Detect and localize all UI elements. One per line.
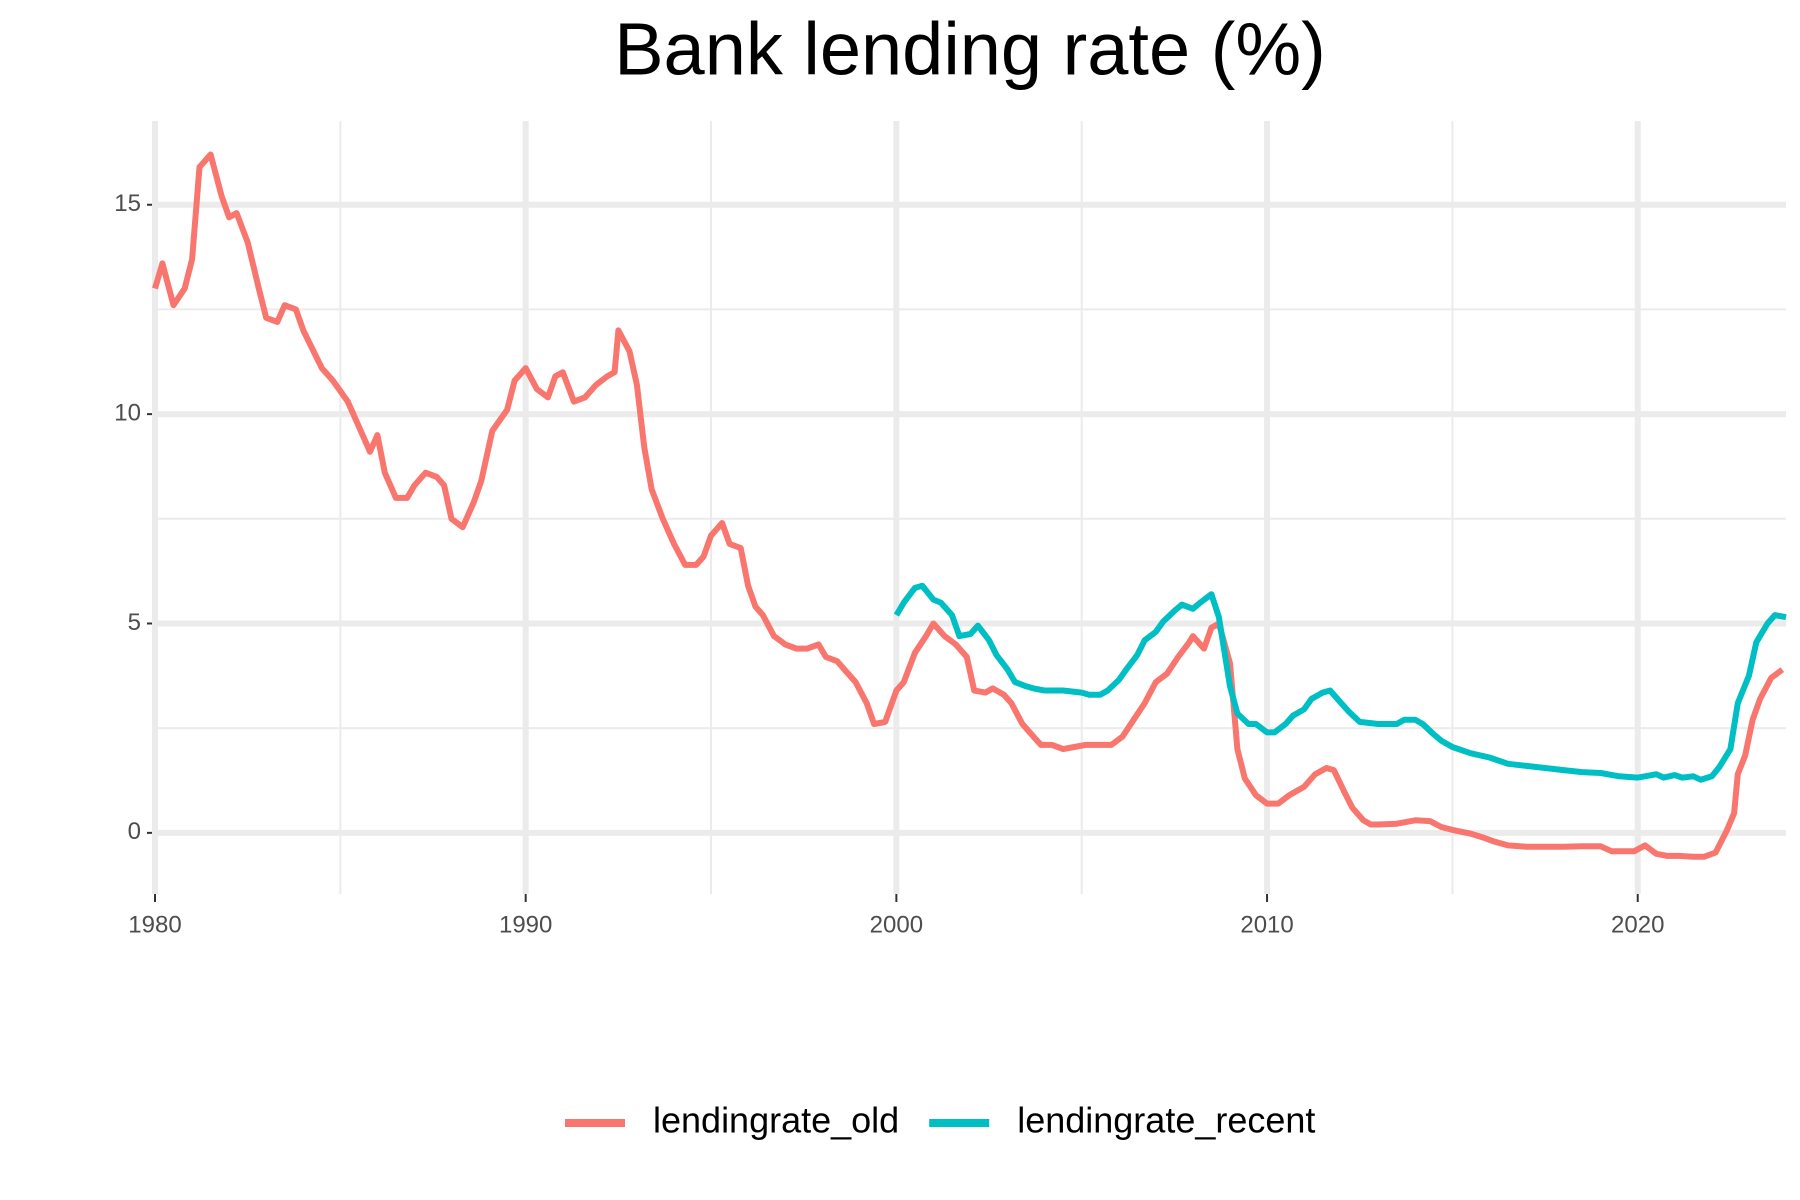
x-tick-label: 2000 <box>870 911 923 938</box>
x-tick-label: 1980 <box>128 911 181 938</box>
y-tick-label: 5 <box>128 609 141 636</box>
data-line <box>152 151 1785 860</box>
legend-label: lendingrate_recent <box>1017 1100 1315 1141</box>
data-line <box>893 582 1787 783</box>
y-tick-label: 10 <box>114 399 141 426</box>
x-tick-label: 1990 <box>499 911 552 938</box>
x-tick-label: 2010 <box>1240 911 1293 938</box>
legend-label: lendingrate_old <box>653 1100 899 1141</box>
y-tick-label: 15 <box>114 190 141 217</box>
chart-title: Bank lending rate (%) <box>614 8 1326 91</box>
y-tick-label: 0 <box>128 818 141 845</box>
x-tick-label: 2020 <box>1611 911 1664 938</box>
